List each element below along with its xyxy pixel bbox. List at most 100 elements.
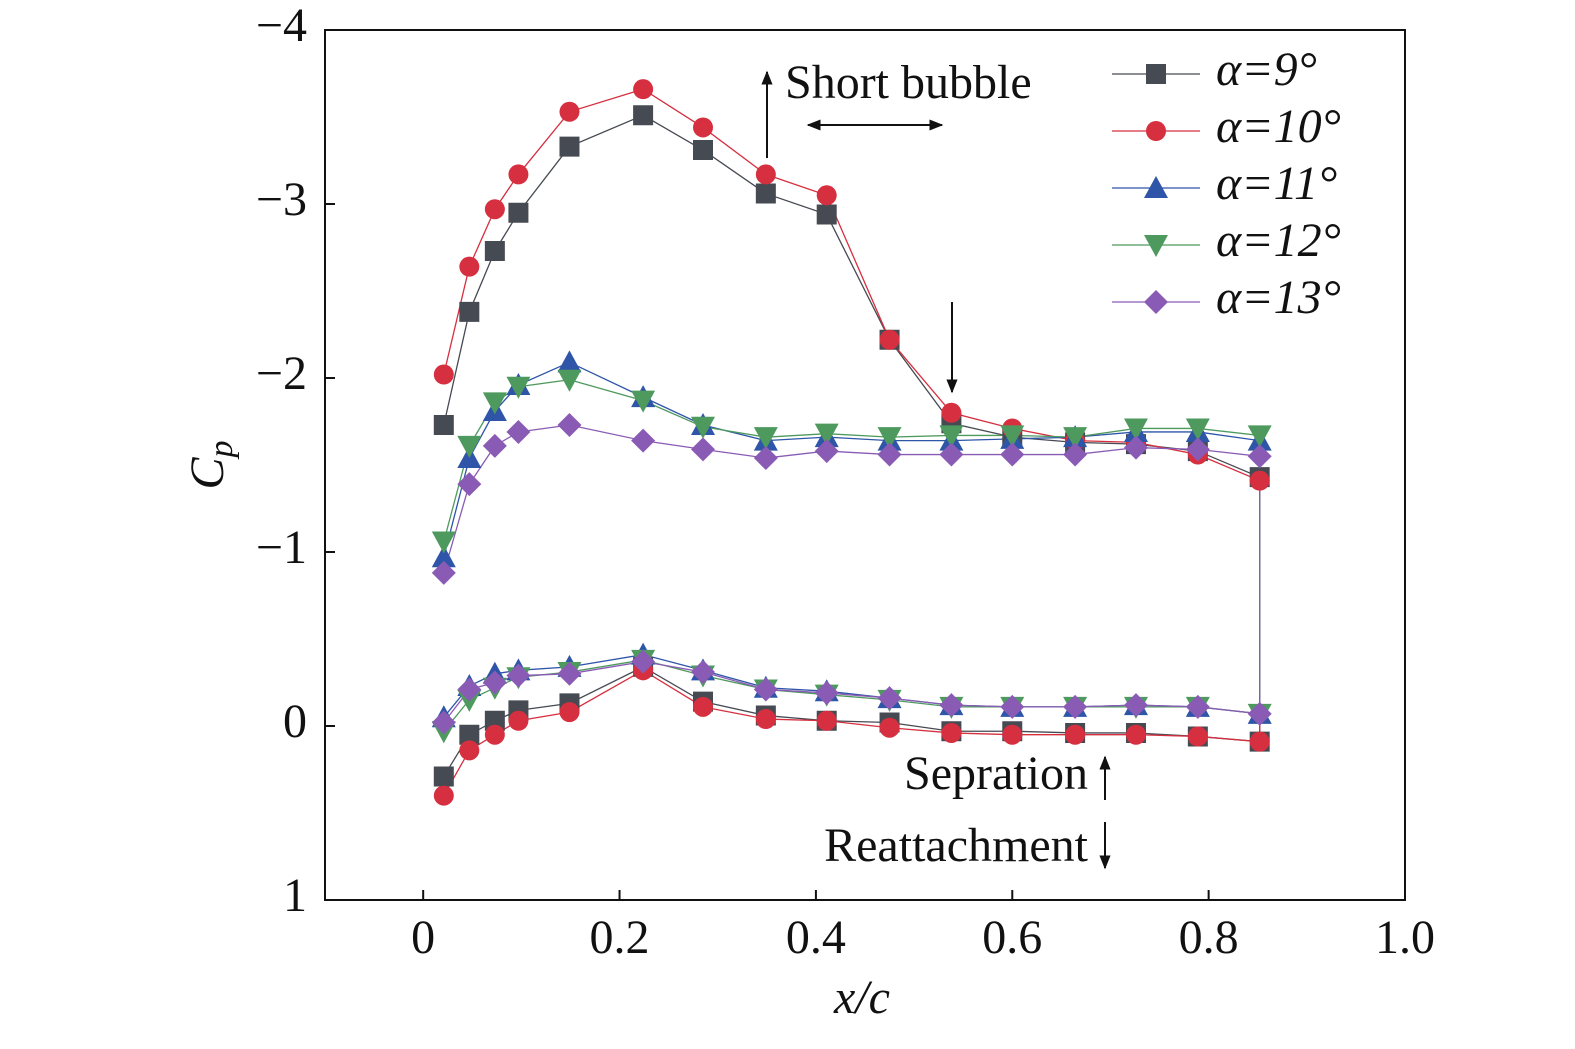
data-point [1063, 442, 1088, 467]
data-point [433, 766, 454, 787]
y-tick-label: −1 [256, 521, 307, 574]
data-point [459, 301, 480, 322]
data-point [557, 412, 582, 437]
data-point [433, 785, 454, 806]
annotation: Short bubble [785, 56, 1032, 109]
data-point [459, 724, 480, 745]
data-point [557, 369, 582, 392]
data-point [1002, 724, 1023, 745]
data-point [484, 240, 505, 261]
data-point [1185, 418, 1210, 441]
plot-frame [324, 29, 1406, 901]
x-tick-label: 1.0 [1375, 911, 1435, 964]
data-point [693, 117, 713, 138]
data-point [431, 545, 456, 568]
data-point [431, 560, 456, 585]
y-axis-label-main: C [181, 457, 234, 490]
data-point [484, 199, 505, 220]
y-tick-label: −2 [256, 347, 307, 400]
data-point [939, 693, 964, 718]
data-point [693, 696, 713, 717]
data-point [508, 164, 529, 185]
y-tick-label: 1 [283, 869, 307, 922]
data-point [559, 101, 580, 122]
data-point [457, 472, 482, 497]
legend-label: α=13° [1216, 271, 1341, 324]
x-tick-label: 0 [411, 911, 435, 964]
data-point [433, 364, 454, 385]
data-point [1000, 425, 1025, 448]
y-tick-label: −3 [256, 173, 307, 226]
data-point [457, 435, 482, 458]
data-point [755, 709, 776, 730]
data-point [941, 722, 962, 743]
data-point [877, 686, 902, 711]
legend-marker [1144, 176, 1168, 198]
legend-label: α=12° [1216, 214, 1341, 267]
data-point [816, 185, 837, 206]
data-point [557, 661, 582, 686]
data-point [877, 442, 902, 467]
x-tick-label: 0.8 [1179, 911, 1239, 964]
data-point [693, 140, 713, 161]
data-point [691, 660, 715, 685]
data-point [1123, 435, 1148, 460]
annotation: Reattachment [824, 819, 1089, 872]
data-point [1000, 442, 1025, 467]
data-point [1187, 726, 1208, 747]
data-point [633, 105, 654, 126]
data-point [457, 677, 482, 702]
data-point [879, 717, 900, 738]
data-point [431, 710, 456, 735]
data-point [1000, 694, 1025, 719]
data-point [941, 402, 962, 423]
data-point [939, 442, 964, 467]
x-axis-label: x/c [833, 971, 890, 1024]
data-point [753, 677, 778, 702]
data-point [459, 256, 480, 277]
x-tick-label: 0.2 [590, 911, 650, 964]
data-point [433, 414, 454, 435]
data-point [482, 433, 507, 458]
legend-marker [1146, 64, 1166, 84]
data-point [482, 392, 507, 415]
data-point [1247, 701, 1272, 726]
data-point [506, 663, 531, 688]
data-point [508, 710, 529, 731]
data-point [506, 376, 531, 399]
data-point [484, 710, 505, 731]
legend-marker [1146, 121, 1166, 141]
data-point [631, 390, 656, 413]
data-point [753, 427, 778, 450]
x-tick-label: 0.6 [982, 911, 1042, 964]
data-point [633, 79, 654, 100]
data-point [1185, 694, 1210, 719]
data-point [1063, 427, 1088, 450]
data-point [755, 164, 776, 185]
x-tick-label: 0.4 [786, 911, 846, 964]
data-point [559, 136, 580, 157]
data-point [1247, 444, 1272, 469]
y-axis-label-sub: p [203, 440, 240, 459]
data-point [1123, 418, 1148, 441]
data-point [753, 446, 778, 471]
data-point [557, 350, 582, 373]
data-point [559, 702, 580, 723]
data-point [1247, 425, 1272, 448]
legend-label: α=10° [1216, 100, 1341, 153]
data-point [431, 531, 456, 554]
legend-marker [1144, 290, 1168, 314]
data-point [482, 670, 507, 695]
data-point [1063, 694, 1088, 719]
data-point [816, 204, 837, 225]
data-point [1185, 437, 1210, 462]
legend-label: α=11° [1216, 157, 1337, 210]
data-point [814, 423, 839, 446]
data-point [1123, 693, 1148, 718]
y-tick-label: −4 [256, 0, 307, 52]
data-point [484, 724, 505, 745]
legend-label: α=9° [1216, 43, 1317, 96]
data-point [755, 183, 776, 204]
data-point [814, 680, 839, 705]
data-point [691, 437, 715, 462]
